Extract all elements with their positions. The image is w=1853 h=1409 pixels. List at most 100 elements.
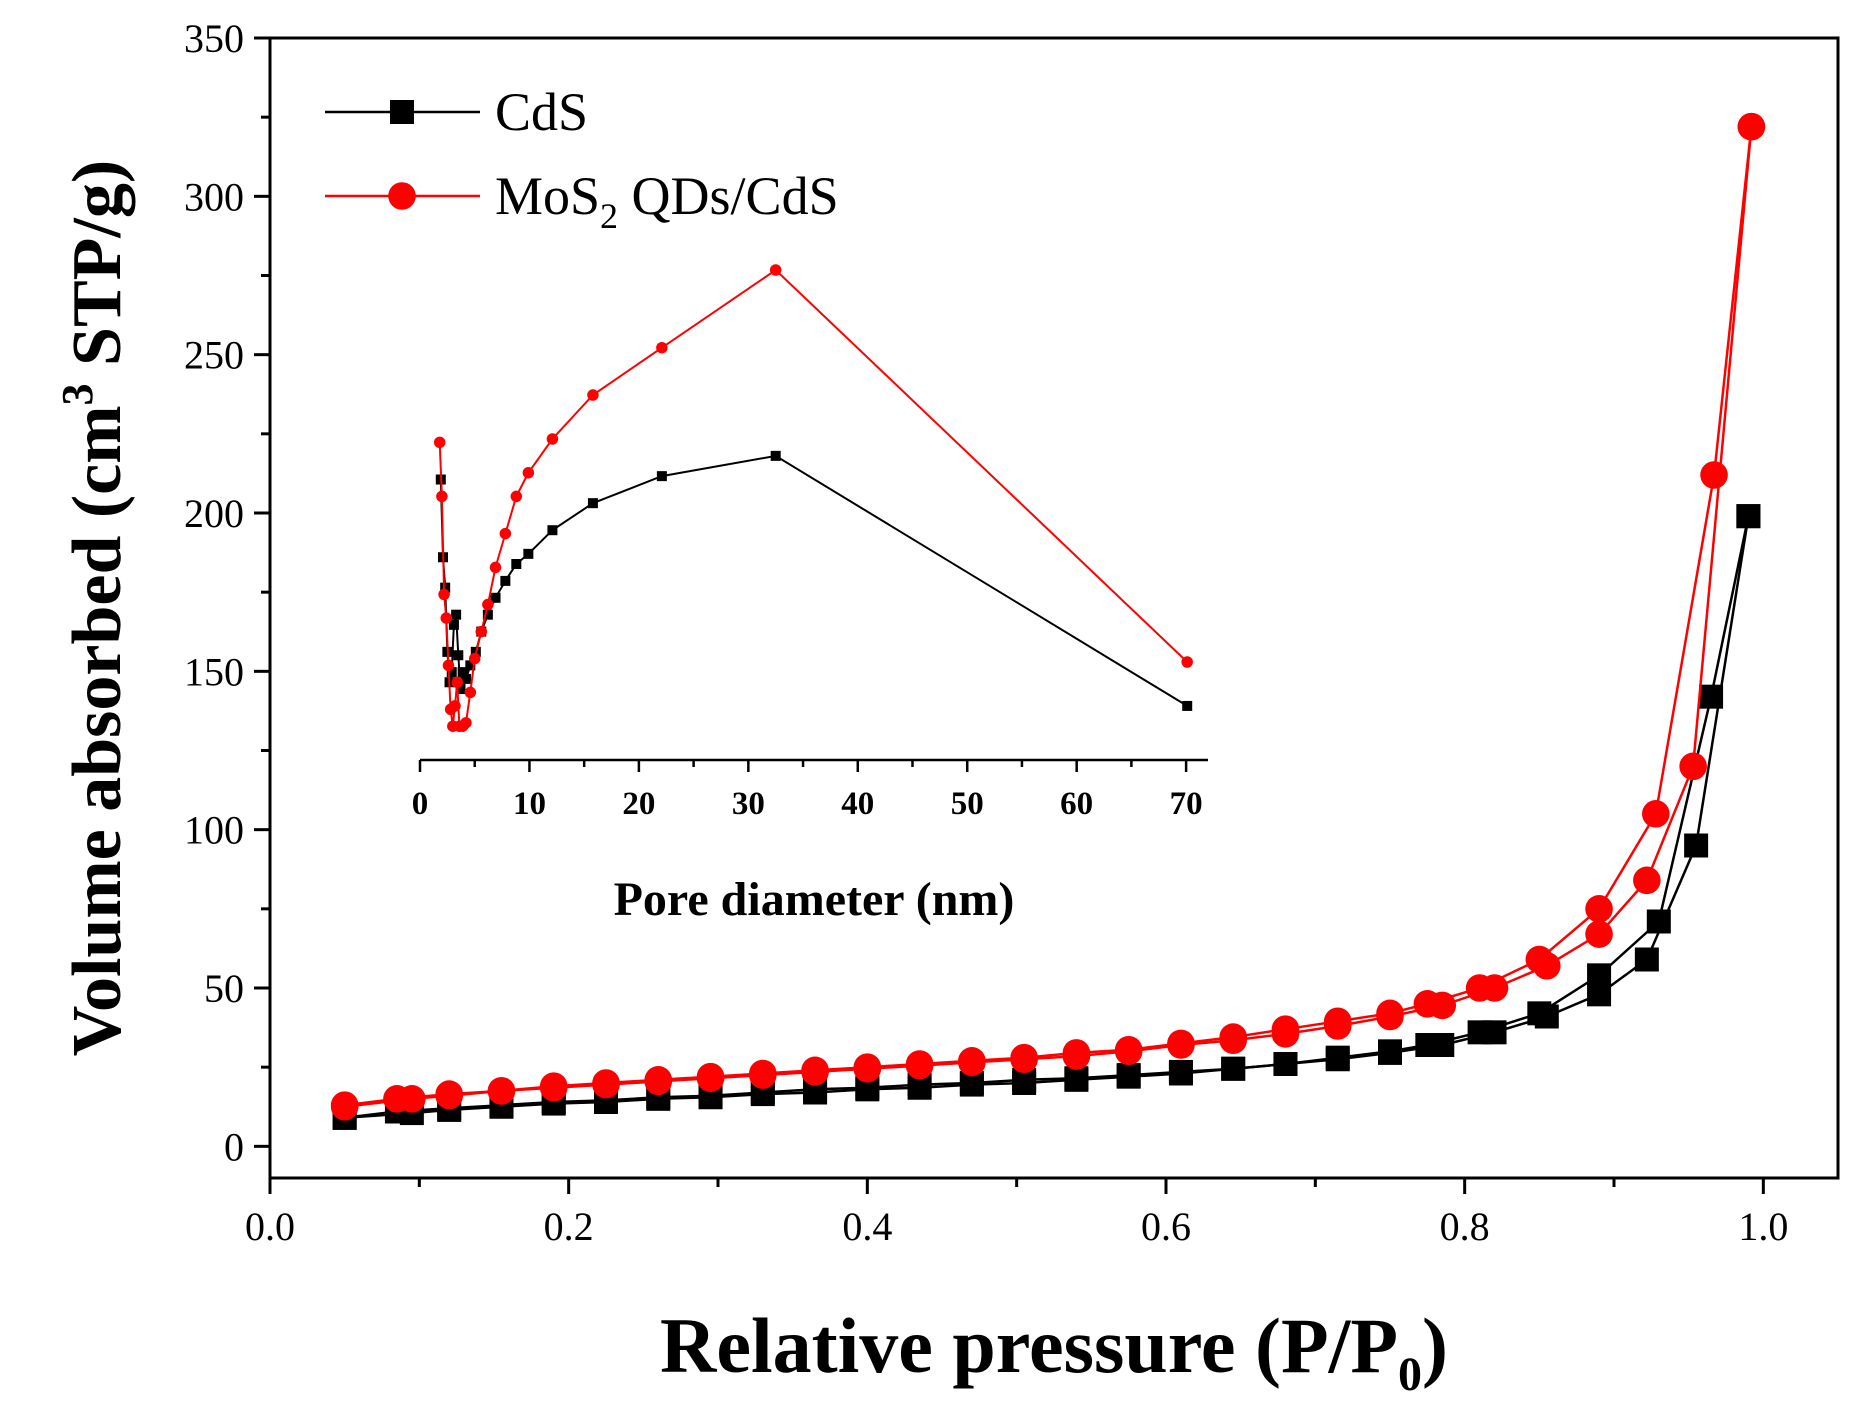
inset-series-mos2-qds-cds [433,264,1193,732]
x-axis-title: Relative pressure (P/P0) [660,1302,1448,1401]
desorption-point [1634,947,1659,972]
inset-chart: 0 10 20 30 40 50 60 70 Pore diameter (nm) [412,264,1208,926]
adsorption-point [1642,800,1670,828]
inset-point [451,676,463,689]
series-mos2-qds-cds [330,112,1766,1121]
desorption-point [1168,1061,1193,1086]
desorption-point [1482,1020,1507,1045]
x-tick-label: 0.0 [245,1204,295,1249]
desorption-point [1428,991,1457,1020]
desorption-point [1114,1037,1143,1066]
inset-point [482,598,494,611]
desorption-point [1378,1040,1402,1065]
desorption-point [749,1061,777,1089]
desorption-point [1012,1071,1037,1095]
inset-point [770,450,781,461]
y-tick-label: 250 [184,333,244,378]
y-axis-title: Volume absorbed (cm3 STP/g) [53,160,136,1056]
inset-point [482,609,493,620]
adsorption-point [1700,461,1728,489]
inset-point [451,609,462,620]
desorption-point [435,1081,464,1110]
desorption-point [330,1092,359,1121]
legend-label-rest: QDs/CdS [618,166,839,226]
inset-point [448,619,459,630]
y-tick-label: 300 [184,174,244,219]
desorption-point [959,1072,984,1097]
inset-point [523,548,534,559]
desorption-point [1679,752,1707,781]
y-axis-title-rest: STP/g) [59,160,136,384]
inset-point [468,652,481,665]
desorption-point [487,1077,516,1105]
inset-point [547,525,558,536]
x-axis-title-close: ) [1422,1302,1448,1389]
inset-point [442,659,455,672]
adsorption-line [344,126,1753,1107]
desorption-point [1273,1052,1298,1076]
y-tick-label: 200 [184,491,244,536]
desorption-point [1167,1031,1195,1059]
series-cds [332,504,1761,1130]
inset-point [769,264,782,276]
desorption-point [1010,1045,1038,1074]
desorption-point [1633,866,1661,895]
y-tick-label: 150 [184,649,244,694]
desorption-line [344,516,1750,1120]
inset-x-tick-label: 50 [951,786,984,822]
legend-label: MoS2 QDs/CdS [495,166,839,236]
inset-point [656,341,668,354]
desorption-point [1062,1042,1091,1070]
inset-point [464,686,477,699]
x-tick-label: 0.4 [842,1204,892,1249]
inset-point [475,625,488,638]
inset-point [511,559,522,569]
legend-label: CdS [495,82,588,142]
x-tick-label: 0.8 [1440,1204,1490,1249]
inset-point [455,684,466,695]
inset-x-tick-label: 30 [732,786,765,822]
desorption-point [958,1048,986,1077]
legend-item-mos2-qds-cds: MoS2 QDs/CdS [325,166,839,236]
inset-point [490,592,501,603]
desorption-point [539,1073,568,1102]
inset-point [436,490,448,503]
legend: CdS MoS2 QDs/CdS [325,82,839,236]
inset-x-tick-label: 60 [1060,786,1093,822]
desorption-point [801,1058,829,1086]
inset-x-tick-label: 70 [1170,786,1203,822]
desorption-point [907,1075,932,1100]
desorption-point [1430,1033,1455,1057]
y-tick-label: 350 [184,16,244,61]
main-plot-frame [268,36,1840,1180]
desorption-point [696,1064,725,1093]
x-tick-label: 0.2 [544,1204,594,1249]
desorption-point [1533,952,1561,980]
desorption-point [398,1085,426,1113]
inset-point [440,582,451,593]
desorption-line [344,126,1753,1109]
y-tick-label: 0 [224,1124,244,1169]
desorption-point [592,1070,620,1099]
axis-titles: Relative pressure (P/P0) Volume absorbed … [53,160,1448,1401]
inset-point [438,588,450,601]
desorption-point [1587,982,1612,1007]
inset-point [446,667,457,678]
desorption-point [1737,112,1766,141]
desorption-point [1064,1067,1089,1092]
desorption-point [1376,1002,1404,1031]
inset-point [1182,700,1193,711]
inset-point [510,490,523,503]
y-tick-label: 100 [184,808,244,853]
inset-point [460,717,472,729]
inset-point [433,436,446,449]
desorption-point [905,1051,934,1080]
desorption-point [1219,1026,1247,1055]
inset-point [522,467,535,479]
desorption-point [1323,1012,1352,1040]
desorption-point [1325,1047,1350,1072]
desorption-point [1736,504,1761,529]
adsorption-point [1646,909,1671,934]
